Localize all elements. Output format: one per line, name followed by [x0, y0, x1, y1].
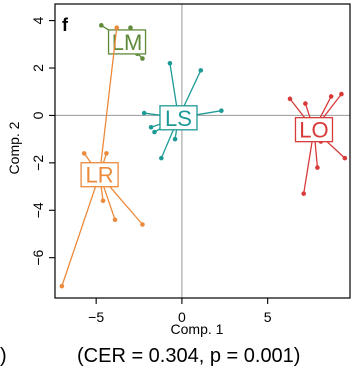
label-box-lr	[80, 162, 119, 188]
x-tick-label: 0	[178, 309, 186, 325]
point-lr	[140, 222, 145, 227]
y-tick-label: −4	[30, 202, 46, 218]
group-ls: LS	[141, 60, 224, 161]
point-lr	[114, 25, 120, 31]
point-ls	[159, 155, 164, 161]
plot-frame	[54, 3, 351, 299]
point-ls	[148, 124, 154, 130]
spoke-lr	[61, 174, 101, 287]
point-lr	[100, 198, 106, 204]
point-lo	[342, 155, 348, 161]
panel-label: f	[62, 15, 69, 35]
axes-layer: −5 0 5 4 2 0 −2 −4 −6	[30, 16, 272, 325]
point-lm	[99, 23, 104, 28]
point-lm	[140, 56, 145, 61]
point-lm	[128, 25, 133, 31]
point-lr	[104, 151, 109, 156]
group-label-lm: LM	[112, 30, 143, 55]
left-caption-fragment: )	[0, 345, 7, 367]
point-lo	[301, 191, 306, 196]
y-tick-label: −2	[30, 155, 46, 171]
label-box-ls	[159, 105, 198, 131]
point-lr	[81, 151, 87, 156]
point-lo	[328, 94, 334, 99]
y-tick-label: 4	[30, 16, 46, 24]
point-lo	[315, 165, 320, 170]
group-lm: LM	[99, 23, 147, 61]
x-tick-label: 5	[264, 309, 272, 325]
point-lo	[287, 96, 293, 102]
y-axis-title: Comp. 2	[6, 121, 22, 174]
point-lr	[59, 283, 65, 289]
y-tick-label: 0	[30, 111, 46, 119]
point-ls	[198, 68, 204, 73]
point-ls	[167, 60, 173, 66]
group-lr: LR	[59, 25, 145, 289]
label-box-lo	[294, 117, 334, 143]
groups-layer: LM LS LO LR	[59, 23, 348, 289]
x-tick-label: −5	[88, 309, 104, 325]
point-ls	[219, 108, 224, 113]
x-axis-title: Comp. 1	[171, 321, 224, 337]
point-lo	[303, 101, 308, 106]
y-tick-label: −6	[30, 250, 46, 266]
point-ls	[141, 110, 147, 116]
stats-caption: (CER = 0.304, p = 0.001)	[77, 345, 301, 367]
y-tick-label: 2	[30, 64, 46, 72]
reference-lines	[55, 4, 350, 298]
point-lo	[339, 91, 344, 97]
group-label-ls: LS	[165, 106, 192, 131]
group-label-lo: LO	[299, 118, 328, 143]
spoke-lr	[98, 27, 118, 175]
point-lr	[112, 217, 118, 223]
point-ls	[152, 129, 157, 135]
group-lo: LO	[287, 91, 348, 196]
point-ls	[172, 136, 178, 142]
group-label-lr: LR	[86, 163, 114, 188]
